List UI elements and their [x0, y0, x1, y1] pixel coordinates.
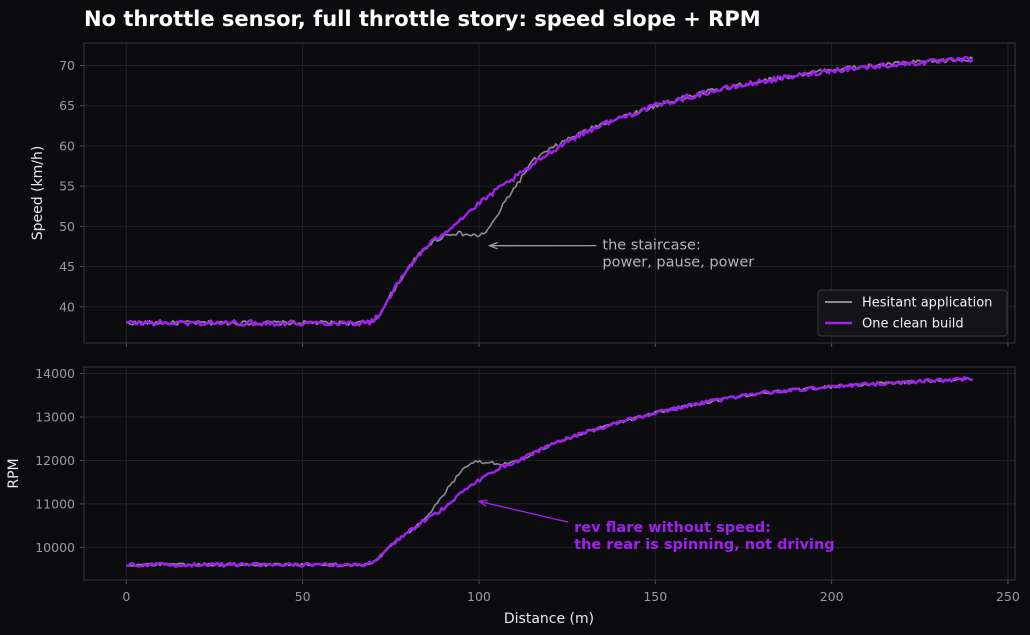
annotation-text: rev flare without speed:: [574, 520, 771, 536]
x-tick-label: 100: [467, 589, 491, 604]
y-tick-label: 40: [59, 299, 75, 314]
x-axis-label: Distance (m): [504, 611, 594, 627]
series-line-clean: [126, 376, 973, 568]
y-tick-label: 45: [59, 259, 75, 274]
y-tick-label: 60: [59, 138, 75, 153]
plot-frame: [83, 42, 1016, 344]
plot-frame: [83, 366, 1016, 581]
y-tick-label: 70: [59, 58, 75, 73]
annotation-arrowhead: [487, 241, 498, 250]
plot-area: [84, 367, 1015, 580]
series-line-clean: [126, 55, 974, 327]
x-tick-label: 250: [996, 589, 1020, 604]
chart-panels: 40 45 50 55 60 65 70 Speed (km/h) the staircase:…: [6, 42, 1020, 604]
legend-box: [817, 289, 1008, 337]
annotation-text: the rear is spinning, not driving: [574, 537, 835, 553]
annotation-text: power, pause, power: [602, 255, 754, 271]
annotation-arrowhead: [477, 499, 488, 507]
y-axis-label: Speed (km/h): [30, 146, 46, 241]
y-tick-label: 13000: [35, 409, 75, 424]
y-tick-label: 12000: [35, 453, 75, 468]
chart-title: No throttle sensor, full throttle story:…: [84, 7, 761, 31]
legend-label: One clean build: [862, 317, 964, 332]
y-tick-label: 50: [59, 219, 75, 234]
legend-label: Hesitant application: [862, 296, 992, 311]
x-tick-label: 200: [820, 589, 844, 604]
y-tick-label: 11000: [35, 496, 75, 511]
y-axis-label: RPM: [6, 458, 22, 488]
panel-2: 10000 11000 12000 13000 14000 0 50 100 150 200 250…: [6, 366, 1020, 604]
y-tick-label: 65: [59, 98, 75, 113]
y-tick-label: 14000: [35, 366, 75, 381]
legend: Hesitant application One clean build: [817, 289, 1008, 337]
y-tick-label: 10000: [35, 540, 75, 555]
x-tick-label: 0: [122, 589, 130, 604]
y-tick-label: 55: [59, 179, 75, 194]
x-tick-label: 150: [643, 589, 667, 604]
annotation-text: the staircase:: [602, 238, 700, 254]
annotation-arrow: [478, 500, 569, 523]
panel-1: 40 45 50 55 60 65 70 Speed (km/h) the staircase:…: [30, 42, 1016, 347]
x-tick-label: 50: [295, 589, 311, 604]
